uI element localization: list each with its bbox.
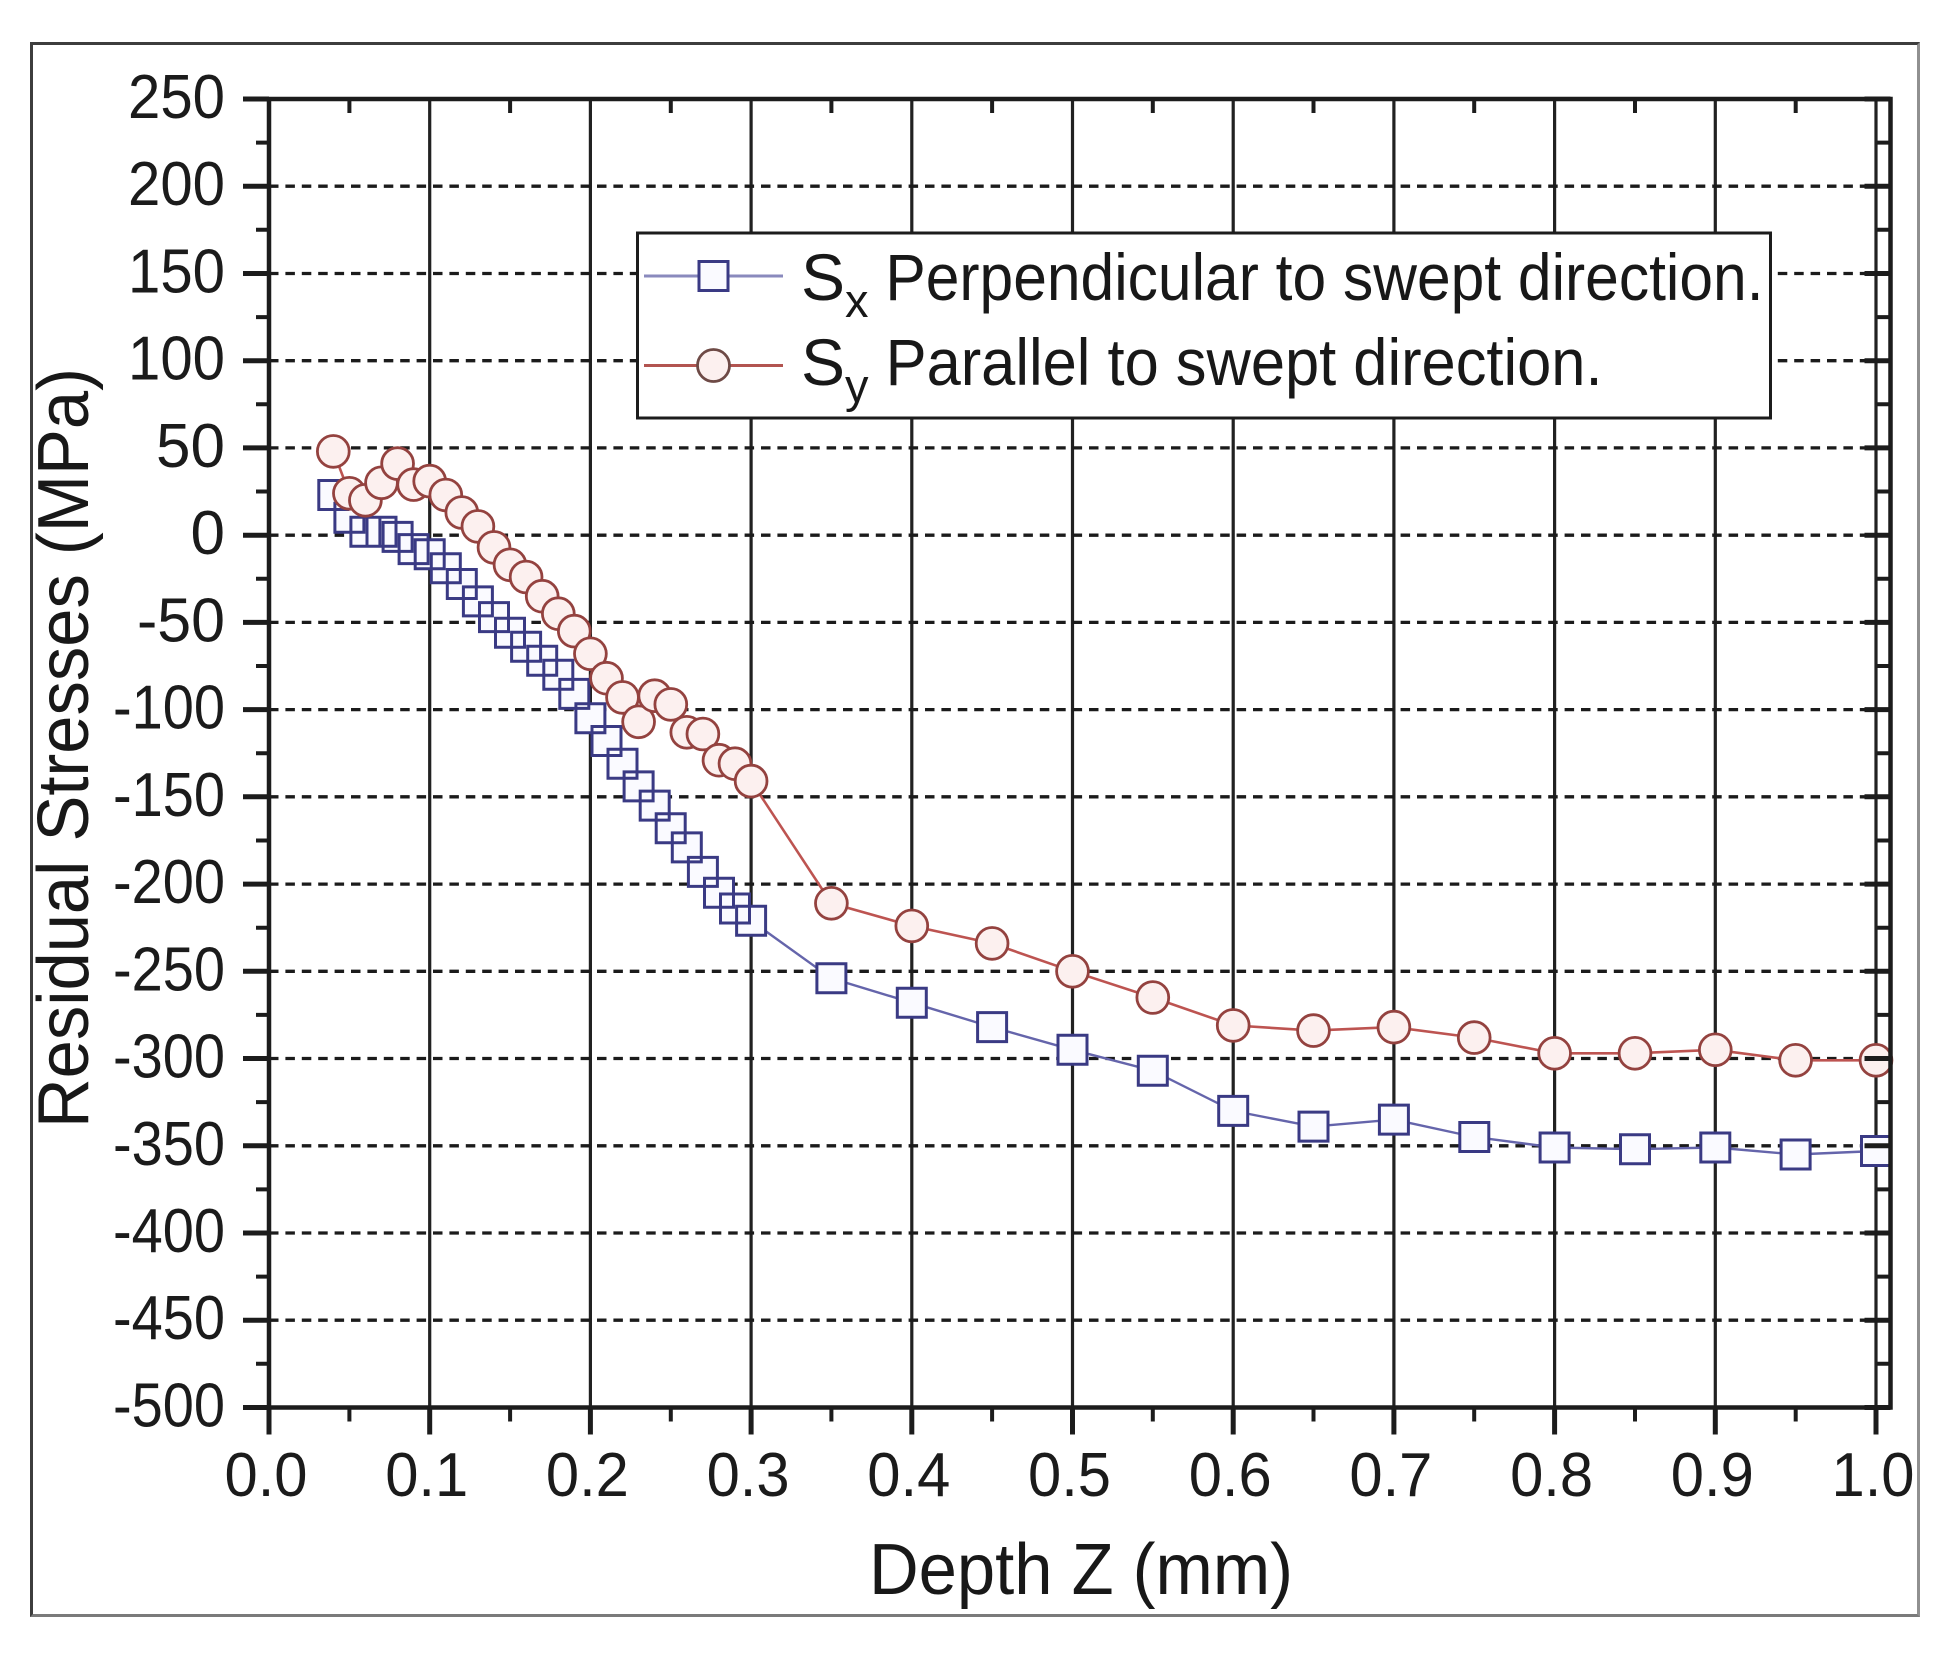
svg-text:-350: -350: [113, 1110, 225, 1179]
svg-text:0.8: 0.8: [1510, 1441, 1593, 1510]
svg-text:0.1: 0.1: [385, 1441, 468, 1510]
svg-text:50: 50: [156, 412, 225, 481]
svg-text:0.3: 0.3: [707, 1441, 790, 1510]
svg-text:-450: -450: [113, 1284, 225, 1353]
svg-text:-150: -150: [113, 761, 225, 830]
svg-text:-50: -50: [137, 586, 225, 655]
svg-text:-250: -250: [113, 935, 225, 1004]
svg-text:200: 200: [128, 150, 225, 219]
svg-text:0.7: 0.7: [1349, 1441, 1432, 1510]
svg-text:0.6: 0.6: [1189, 1441, 1272, 1510]
svg-text:0.9: 0.9: [1671, 1441, 1754, 1510]
svg-text:150: 150: [128, 238, 225, 307]
svg-text:Residual Stresses (MPa): Residual Stresses (MPa): [24, 368, 104, 1128]
svg-text:0.4: 0.4: [867, 1441, 950, 1510]
svg-text:0.0: 0.0: [225, 1441, 308, 1510]
svg-text:Sy Parallel to swept direction: Sy Parallel to swept direction.: [801, 325, 1603, 412]
svg-text:0: 0: [191, 499, 225, 568]
svg-text:Sx Perpendicular to swept dire: Sx Perpendicular to swept direction.: [801, 240, 1764, 327]
svg-text:-100: -100: [113, 674, 225, 743]
svg-text:1.0: 1.0: [1832, 1441, 1915, 1510]
svg-text:100: 100: [128, 325, 225, 394]
svg-text:-400: -400: [113, 1197, 225, 1266]
svg-text:-300: -300: [113, 1023, 225, 1092]
svg-text:0.5: 0.5: [1028, 1441, 1111, 1510]
svg-text:0.2: 0.2: [546, 1441, 629, 1510]
svg-text:250: 250: [128, 63, 225, 132]
svg-text:Depth Z (mm): Depth Z (mm): [869, 1530, 1293, 1610]
svg-text:-500: -500: [113, 1372, 225, 1441]
svg-text:-200: -200: [113, 848, 225, 917]
